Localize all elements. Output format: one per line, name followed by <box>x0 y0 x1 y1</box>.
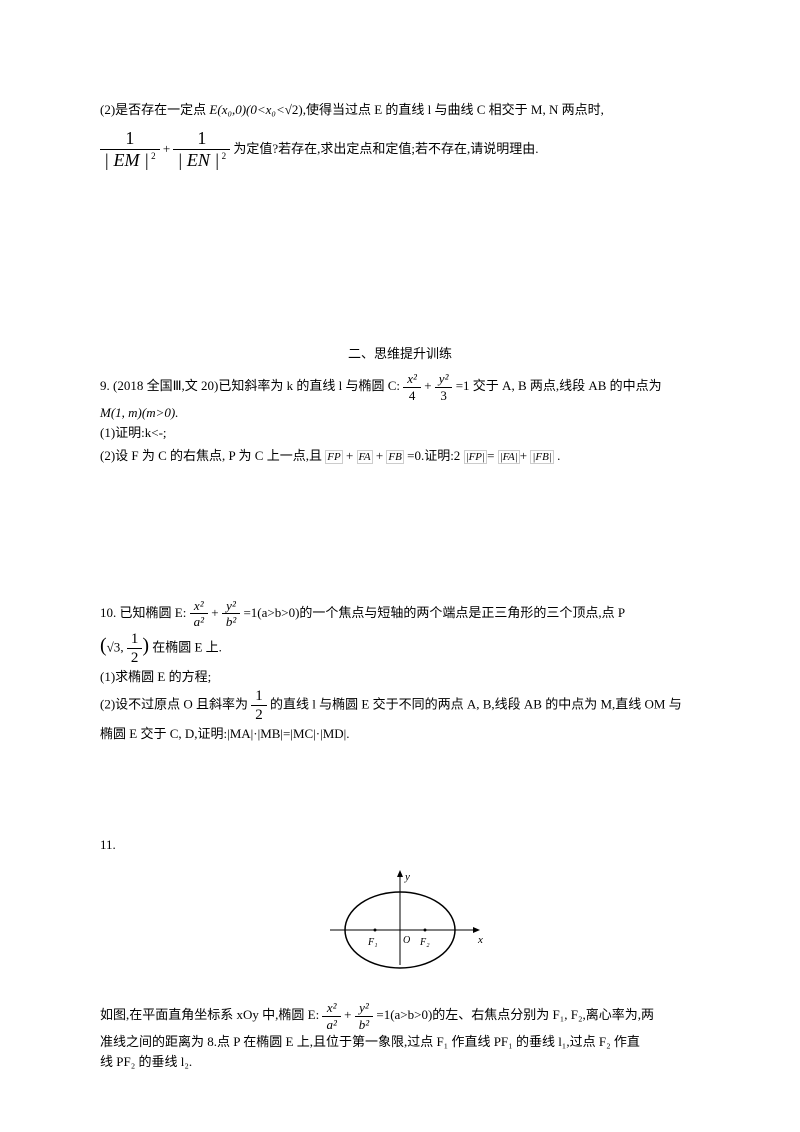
line-1: (2)是否存在一定点 E(x₀,0)(0<x₀<√2),使得当过点 E 的直线 … <box>100 100 700 120</box>
axis-y-label: y <box>404 871 410 883</box>
problem-9-line2: M(1, m)(m>0). <box>100 403 700 423</box>
problem-10-q2: (2)设不过原点 O 且斜率为 1 2 的直线 l 与椭圆 E 交于不同的两点 … <box>100 687 700 724</box>
section-2-title: 二、思维提升训练 <box>100 344 700 364</box>
problem-10-point: (√3, 1 2 ) 在椭圆 E 上. <box>100 630 700 667</box>
ellipse-frac-y: y² b² <box>222 598 240 630</box>
axis-x-label: x <box>477 934 483 946</box>
ellipse-frac-x: x² a² <box>322 1000 340 1032</box>
ellipse-frac-y: y² 3 <box>435 371 453 403</box>
ellipse-frac-x: x² a² <box>190 598 208 630</box>
f1-label: F₁ <box>367 937 378 948</box>
problem-10-q1: (1)求椭圆 E 的方程; <box>100 667 700 687</box>
problem-10: 10. 已知椭圆 E: x² a² + y² b² =1(a>b>0)的一个焦点… <box>100 598 700 743</box>
problem-10-stem: 10. 已知椭圆 E: x² a² + y² b² =1(a>b>0)的一个焦点… <box>100 598 700 630</box>
problem-11-stem: 如图,在平面直角坐标系 xOy 中,椭圆 E: x² a² + y² b² =1… <box>100 1000 700 1032</box>
f2-label: F₂ <box>419 937 430 948</box>
problem-9-stem: 9. (2018 全国Ⅲ,文 20)已知斜率为 k 的直线 l 与椭圆 C: x… <box>100 371 700 403</box>
problem-11-line3: 线 PF₂ 的垂线 l₂. <box>100 1052 700 1072</box>
ellipse-figure: y x O F₁ F₂ <box>100 865 700 991</box>
problem-11-line2: 准线之间的距离为 8.点 P 在椭圆 E 上,且位于第一象限,过点 F₁ 作直线… <box>100 1032 700 1052</box>
fraction-1: 1 | EM | 2 <box>100 128 160 172</box>
problem-9-q1: (1)证明:k<-; <box>100 423 700 443</box>
ellipse-frac-x: x² 4 <box>403 371 421 403</box>
fraction-2: 1 | EN | 2 <box>173 128 230 172</box>
origin-label: O <box>403 935 410 946</box>
problem-9-q2: (2)设 F 为 C 的右焦点, P 为 C 上一点,且 FP + FA + F… <box>100 446 700 466</box>
problem-11-number: 11. <box>100 835 700 855</box>
problem-10-q2-line2: 椭圆 E 交于 C, D,证明:|MA|·|MB|=|MC|·|MD|. <box>100 724 700 744</box>
problem-8-part-2: (2)是否存在一定点 E(x₀,0)(0<x₀<√2),使得当过点 E 的直线 … <box>100 100 700 172</box>
problem-9: 9. (2018 全国Ⅲ,文 20)已知斜率为 k 的直线 l 与椭圆 C: x… <box>100 371 700 466</box>
ellipse-svg: y x O F₁ F₂ <box>310 865 490 985</box>
problem-11: 11. y x O F₁ F₂ 如图,在平面直角坐标系 xOy 中,椭圆 E: … <box>100 835 700 1071</box>
ellipse-frac-y: y² b² <box>355 1000 373 1032</box>
line-2: 1 | EM | 2 + 1 | EN | 2 为定值?若存在,求出定点和定值;… <box>100 128 700 172</box>
